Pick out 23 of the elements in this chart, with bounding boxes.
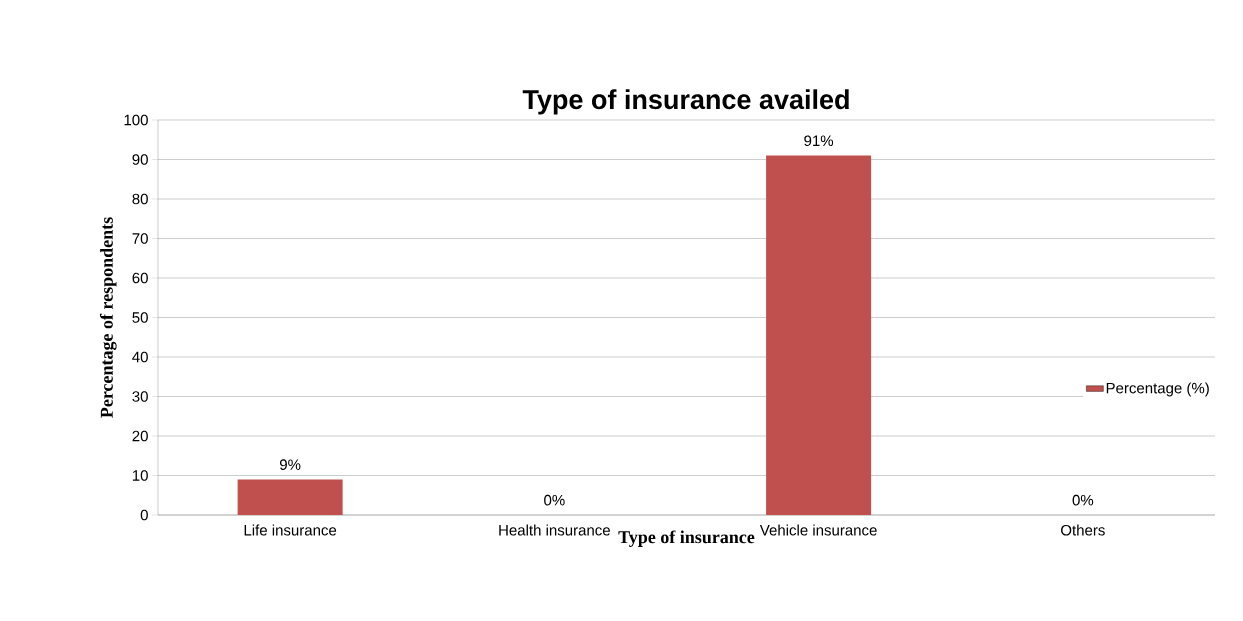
data-label: 91%: [804, 135, 834, 147]
y-tick-label: 90: [132, 154, 148, 165]
y-tick-label: 60: [132, 272, 148, 284]
y-tick-label: 20: [132, 430, 148, 442]
y-tick-label: 0: [140, 509, 148, 521]
y-tick-label: 50: [132, 312, 148, 323]
y-tick-label: 10: [132, 470, 148, 481]
x-tick-label: Vehicle insurance: [759, 524, 877, 536]
y-tick-label: 80: [132, 193, 148, 205]
data-label: 0%: [1072, 494, 1094, 506]
y-tick-label: 100: [124, 114, 148, 126]
data-label: 0%: [544, 494, 565, 506]
x-axis-title: Type of insurance: [618, 530, 755, 547]
y-tick-label: 30: [132, 391, 148, 402]
x-tick-label: Life insurance: [244, 524, 337, 536]
y-axis-title: Percentage of respondents: [99, 217, 117, 418]
x-tick-label: Others: [1061, 524, 1105, 536]
x-tick-label: Health insurance: [499, 524, 610, 536]
y-tick-label: 40: [132, 351, 148, 363]
legend-label: Percentage (%): [1106, 382, 1209, 397]
y-tick-label: 70: [132, 233, 148, 244]
data-label: 9%: [279, 459, 301, 470]
chart-title: Type of insurance availed: [522, 89, 849, 115]
